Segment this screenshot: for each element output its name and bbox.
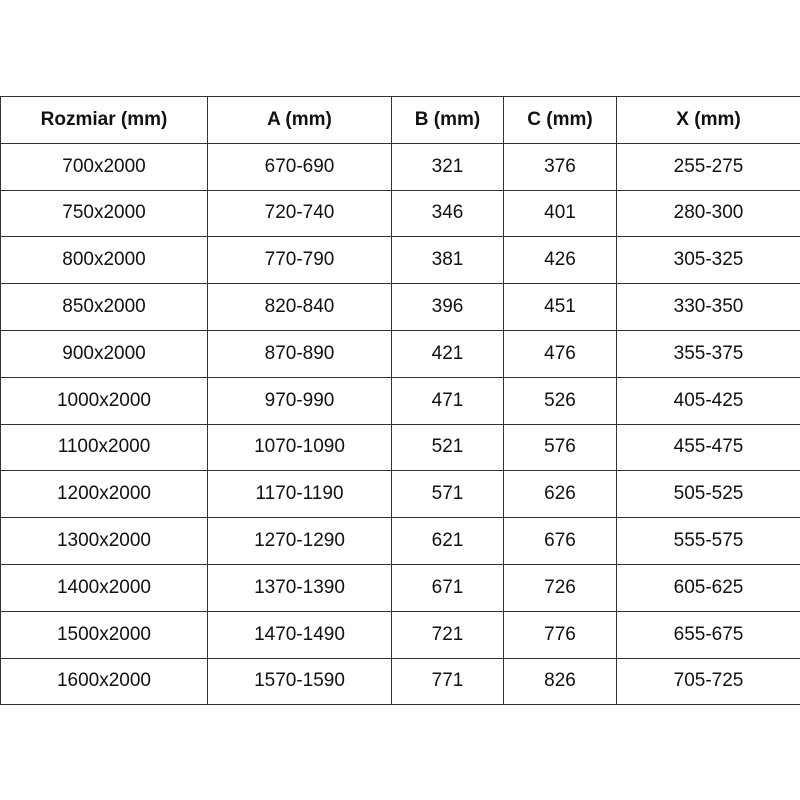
cell-a: 970-990 xyxy=(207,376,392,425)
cell-b: 421 xyxy=(391,329,504,378)
table-row: 1100x2000 1070-1090 521 576 455-475 xyxy=(0,423,800,472)
table-row: 850x2000 820-840 396 451 330-350 xyxy=(0,283,800,331)
cell-x: 505-525 xyxy=(616,470,800,519)
cell-a: 720-740 xyxy=(207,189,392,238)
table-row: 1600x2000 1570-1590 771 826 705-725 xyxy=(0,657,800,706)
header-x: X (mm) xyxy=(616,96,800,144)
cell-a: 1270-1290 xyxy=(207,517,392,565)
cell-size: 800x2000 xyxy=(0,236,208,285)
header-c: C (mm) xyxy=(503,96,617,144)
cell-size: 1600x2000 xyxy=(0,657,208,706)
cell-b: 346 xyxy=(391,189,504,238)
cell-size: 1100x2000 xyxy=(0,423,208,472)
cell-a: 1070-1090 xyxy=(207,423,392,472)
cell-b: 621 xyxy=(391,517,504,565)
table-row: 900x2000 870-890 421 476 355-375 xyxy=(0,329,800,378)
table-row: 1000x2000 970-990 471 526 405-425 xyxy=(0,376,800,425)
cell-x: 255-275 xyxy=(616,142,800,191)
cell-x: 405-425 xyxy=(616,376,800,425)
cell-size: 1400x2000 xyxy=(0,563,208,612)
cell-c: 526 xyxy=(503,376,617,425)
cell-size: 1200x2000 xyxy=(0,470,208,519)
cell-a: 1470-1490 xyxy=(207,610,392,659)
table-row: 1400x2000 1370-1390 671 726 605-625 xyxy=(0,563,800,612)
cell-size: 700x2000 xyxy=(0,142,208,191)
header-a: A (mm) xyxy=(207,96,392,144)
cell-size: 1300x2000 xyxy=(0,517,208,565)
cell-a: 1370-1390 xyxy=(207,563,392,612)
cell-a: 670-690 xyxy=(207,142,392,191)
cell-b: 771 xyxy=(391,657,504,706)
cell-c: 726 xyxy=(503,563,617,612)
cell-x: 280-300 xyxy=(616,189,800,238)
header-size: Rozmiar (mm) xyxy=(0,96,208,144)
cell-b: 381 xyxy=(391,236,504,285)
table-row: 700x2000 670-690 321 376 255-275 xyxy=(0,142,800,191)
cell-c: 826 xyxy=(503,657,617,706)
cell-c: 451 xyxy=(503,283,617,331)
table-body: 700x2000 670-690 321 376 255-275 750x2000 720-… xyxy=(0,142,800,706)
cell-size: 1000x2000 xyxy=(0,376,208,425)
table-row: 750x2000 720-740 346 401 280-300 xyxy=(0,189,800,238)
cell-size: 850x2000 xyxy=(0,283,208,331)
cell-b: 721 xyxy=(391,610,504,659)
cell-b: 671 xyxy=(391,563,504,612)
cell-a: 1570-1590 xyxy=(207,657,392,706)
cell-x: 705-725 xyxy=(616,657,800,706)
cell-x: 355-375 xyxy=(616,329,800,378)
cell-a: 820-840 xyxy=(207,283,392,331)
cell-x: 305-325 xyxy=(616,236,800,285)
cell-b: 396 xyxy=(391,283,504,331)
cell-a: 770-790 xyxy=(207,236,392,285)
header-row: Rozmiar (mm) A (mm) B (mm) C (mm) X (mm) xyxy=(0,96,800,144)
cell-c: 401 xyxy=(503,189,617,238)
cell-c: 426 xyxy=(503,236,617,285)
cell-x: 330-350 xyxy=(616,283,800,331)
cell-b: 521 xyxy=(391,423,504,472)
cell-c: 676 xyxy=(503,517,617,565)
cell-c: 476 xyxy=(503,329,617,378)
cell-b: 321 xyxy=(391,142,504,191)
cell-size: 1500x2000 xyxy=(0,610,208,659)
cell-size: 900x2000 xyxy=(0,329,208,378)
cell-b: 571 xyxy=(391,470,504,519)
table-row: 800x2000 770-790 381 426 305-325 xyxy=(0,236,800,285)
cell-c: 576 xyxy=(503,423,617,472)
table-row: 1500x2000 1470-1490 721 776 655-675 xyxy=(0,610,800,659)
cell-c: 626 xyxy=(503,470,617,519)
cell-x: 455-475 xyxy=(616,423,800,472)
dimensions-table: Rozmiar (mm) A (mm) B (mm) C (mm) X (mm)… xyxy=(0,96,800,706)
cell-c: 776 xyxy=(503,610,617,659)
cell-size: 750x2000 xyxy=(0,189,208,238)
cell-x: 605-625 xyxy=(616,563,800,612)
header-b: B (mm) xyxy=(391,96,504,144)
cell-x: 555-575 xyxy=(616,517,800,565)
cell-c: 376 xyxy=(503,142,617,191)
cell-b: 471 xyxy=(391,376,504,425)
cell-a: 1170-1190 xyxy=(207,470,392,519)
table-row: 1300x2000 1270-1290 621 676 555-575 xyxy=(0,517,800,565)
table-row: 1200x2000 1170-1190 571 626 505-525 xyxy=(0,470,800,519)
cell-x: 655-675 xyxy=(616,610,800,659)
cell-a: 870-890 xyxy=(207,329,392,378)
